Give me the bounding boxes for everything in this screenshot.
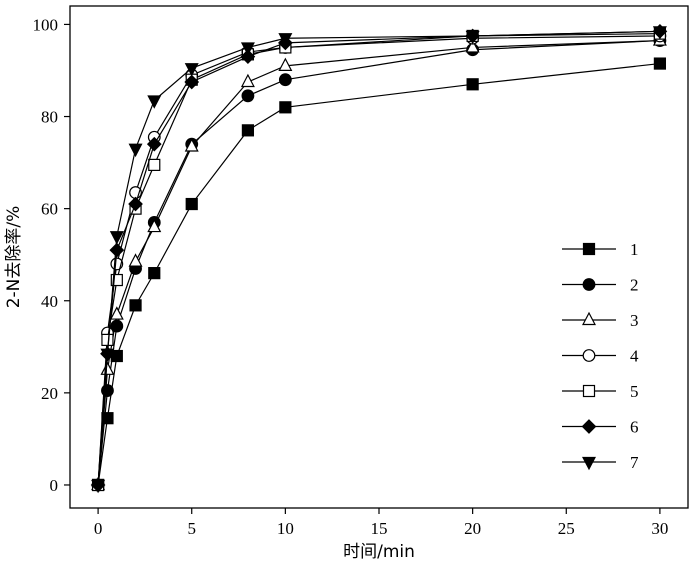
series-line-3 [97, 39, 660, 486]
data-point [465, 39, 480, 53]
data-point [240, 73, 255, 88]
series-6 [90, 23, 668, 493]
data-point [278, 33, 293, 47]
legend-label: 3 [630, 311, 639, 330]
data-point [129, 299, 142, 312]
legend-marker [582, 456, 596, 471]
series-4 [91, 29, 667, 492]
data-point [241, 124, 255, 137]
legend-label: 1 [630, 240, 639, 259]
data-point [128, 196, 143, 212]
y-tick-label: 60 [41, 200, 58, 219]
legend-marker [582, 384, 596, 398]
legend-item-3: 3 [562, 311, 639, 330]
data-point [101, 333, 114, 346]
x-axis-ticks: 0 5 10 15 20 25 30 [94, 508, 668, 538]
series-line-4 [97, 35, 660, 486]
data-point [147, 95, 162, 109]
series-line-2 [97, 39, 660, 486]
data-point [109, 242, 125, 258]
y-axis-label: 2-N去除率/% [4, 206, 24, 309]
data-point [184, 138, 199, 152]
data-point [109, 306, 124, 320]
data-point [148, 267, 161, 280]
data-point [110, 273, 123, 287]
data-point [146, 136, 162, 152]
x-axis-label: 时间/min [343, 542, 415, 562]
data-point [185, 197, 198, 211]
series-3 [91, 32, 667, 491]
y-tick-label: 20 [41, 384, 58, 403]
y-tick-label: 40 [41, 292, 58, 311]
data-point [465, 30, 480, 45]
x-tick-label: 20 [464, 519, 481, 538]
x-tick-label: 15 [371, 519, 388, 538]
data-point [128, 143, 143, 158]
legend-item-5: 5 [562, 382, 639, 401]
legend-item-2: 2 [562, 276, 639, 295]
legend-item-6: 6 [562, 418, 639, 437]
x-tick-label: 5 [187, 519, 196, 538]
legend-marker [582, 242, 596, 256]
y-tick-label: 0 [50, 476, 59, 495]
x-tick-label: 0 [94, 519, 103, 538]
data-point [100, 348, 115, 363]
series-line-5 [97, 33, 660, 486]
data-point [241, 89, 255, 103]
y-axis-ticks: 0 20 40 60 80 100 [33, 15, 70, 495]
data-point [184, 63, 199, 77]
data-point [100, 361, 115, 375]
legend-marker [582, 311, 596, 326]
legend-item-1: 1 [562, 240, 639, 259]
data-point [109, 231, 124, 245]
data-point [240, 42, 255, 56]
data-point [148, 158, 161, 171]
legend-marker [582, 349, 596, 362]
data-point [128, 253, 143, 267]
data-point [240, 49, 256, 65]
x-tick-label: 10 [277, 519, 294, 538]
series-line-6 [97, 30, 660, 486]
data-point [184, 74, 200, 90]
series-7 [91, 26, 667, 494]
legend-marker [581, 419, 597, 434]
data-point [147, 218, 162, 233]
y-tick-label: 100 [33, 15, 59, 34]
y-tick-label: 80 [41, 108, 58, 127]
legend-label: 2 [630, 276, 639, 295]
data-point [653, 57, 667, 70]
data-point [278, 57, 293, 71]
data-point [279, 101, 292, 114]
legend-label: 4 [630, 347, 639, 366]
legend: 1 2 3 4 5 6 7 [562, 240, 639, 472]
series-layer [90, 23, 668, 494]
legend-label: 5 [630, 382, 639, 401]
legend-label: 7 [630, 453, 639, 472]
data-point [278, 73, 292, 87]
legend-item-4: 4 [562, 347, 639, 366]
data-point [91, 479, 106, 494]
series-1 [91, 57, 667, 492]
series-line-1 [97, 62, 660, 486]
x-tick-label: 25 [558, 519, 575, 538]
data-point [466, 78, 479, 91]
legend-marker [582, 278, 596, 291]
legend-label: 6 [630, 418, 639, 437]
x-tick-label: 30 [651, 519, 668, 538]
data-point [652, 26, 667, 40]
series-line-7 [97, 30, 660, 486]
legend-item-7: 7 [562, 453, 639, 472]
